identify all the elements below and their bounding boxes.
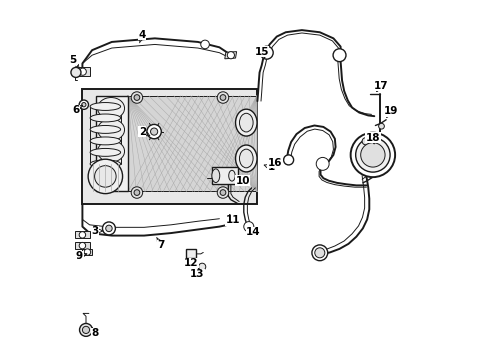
Circle shape	[131, 92, 142, 103]
Ellipse shape	[90, 160, 121, 168]
Circle shape	[94, 166, 116, 187]
Text: 4: 4	[138, 30, 146, 43]
Text: 18: 18	[365, 133, 379, 144]
Circle shape	[260, 46, 273, 59]
Polygon shape	[224, 51, 236, 59]
Circle shape	[314, 248, 324, 258]
Circle shape	[350, 133, 394, 177]
Text: 15: 15	[254, 46, 268, 58]
Circle shape	[80, 323, 92, 336]
Text: 11: 11	[225, 215, 240, 225]
Circle shape	[81, 103, 86, 107]
Circle shape	[102, 222, 115, 235]
Circle shape	[71, 67, 81, 77]
Circle shape	[150, 128, 158, 135]
Text: 6: 6	[72, 105, 82, 115]
Text: 19: 19	[383, 106, 397, 117]
Text: 17: 17	[373, 81, 387, 91]
Circle shape	[227, 51, 234, 59]
Circle shape	[134, 190, 140, 195]
Text: 9: 9	[76, 251, 87, 261]
Text: 7: 7	[156, 238, 164, 250]
Polygon shape	[82, 89, 257, 204]
Ellipse shape	[90, 103, 121, 111]
Circle shape	[316, 157, 328, 170]
Text: 8: 8	[91, 328, 98, 338]
Text: 12: 12	[184, 258, 198, 268]
Polygon shape	[128, 96, 257, 192]
Text: 3: 3	[91, 226, 102, 236]
Ellipse shape	[90, 114, 121, 122]
Ellipse shape	[239, 149, 253, 168]
Circle shape	[201, 40, 209, 49]
Circle shape	[283, 155, 293, 165]
Ellipse shape	[228, 170, 235, 181]
Ellipse shape	[90, 137, 121, 145]
Polygon shape	[96, 96, 128, 192]
Text: 2: 2	[139, 127, 149, 136]
Circle shape	[105, 225, 112, 231]
Polygon shape	[76, 67, 89, 76]
Bar	[186, 249, 196, 258]
Ellipse shape	[90, 148, 121, 156]
Text: 14: 14	[245, 227, 260, 237]
Circle shape	[79, 100, 88, 109]
Text: 1: 1	[264, 162, 274, 172]
Ellipse shape	[235, 145, 257, 172]
Circle shape	[217, 92, 228, 103]
Bar	[211, 167, 238, 184]
Ellipse shape	[98, 98, 124, 119]
Circle shape	[311, 245, 327, 261]
Circle shape	[220, 190, 225, 195]
Text: 13: 13	[189, 269, 204, 279]
Text: 16: 16	[267, 158, 283, 168]
Ellipse shape	[211, 169, 219, 183]
Circle shape	[220, 95, 225, 100]
Circle shape	[131, 187, 142, 198]
Circle shape	[82, 326, 89, 333]
Text: 5: 5	[69, 55, 79, 68]
Text: 10: 10	[235, 176, 249, 186]
Circle shape	[79, 231, 85, 238]
Circle shape	[198, 263, 205, 270]
Ellipse shape	[239, 113, 253, 132]
Circle shape	[79, 242, 85, 249]
Circle shape	[79, 68, 86, 75]
Circle shape	[355, 138, 389, 172]
Ellipse shape	[235, 109, 257, 136]
Polygon shape	[82, 249, 92, 255]
Circle shape	[147, 125, 161, 139]
Circle shape	[244, 222, 253, 231]
Polygon shape	[75, 242, 90, 249]
Circle shape	[84, 249, 90, 255]
Ellipse shape	[98, 119, 124, 140]
Circle shape	[332, 49, 346, 62]
Circle shape	[88, 159, 122, 194]
Polygon shape	[75, 231, 90, 238]
Ellipse shape	[90, 126, 121, 134]
Circle shape	[134, 95, 140, 100]
Circle shape	[378, 123, 384, 129]
Circle shape	[362, 138, 368, 145]
Ellipse shape	[98, 140, 124, 162]
Circle shape	[360, 143, 384, 167]
Circle shape	[217, 187, 228, 198]
